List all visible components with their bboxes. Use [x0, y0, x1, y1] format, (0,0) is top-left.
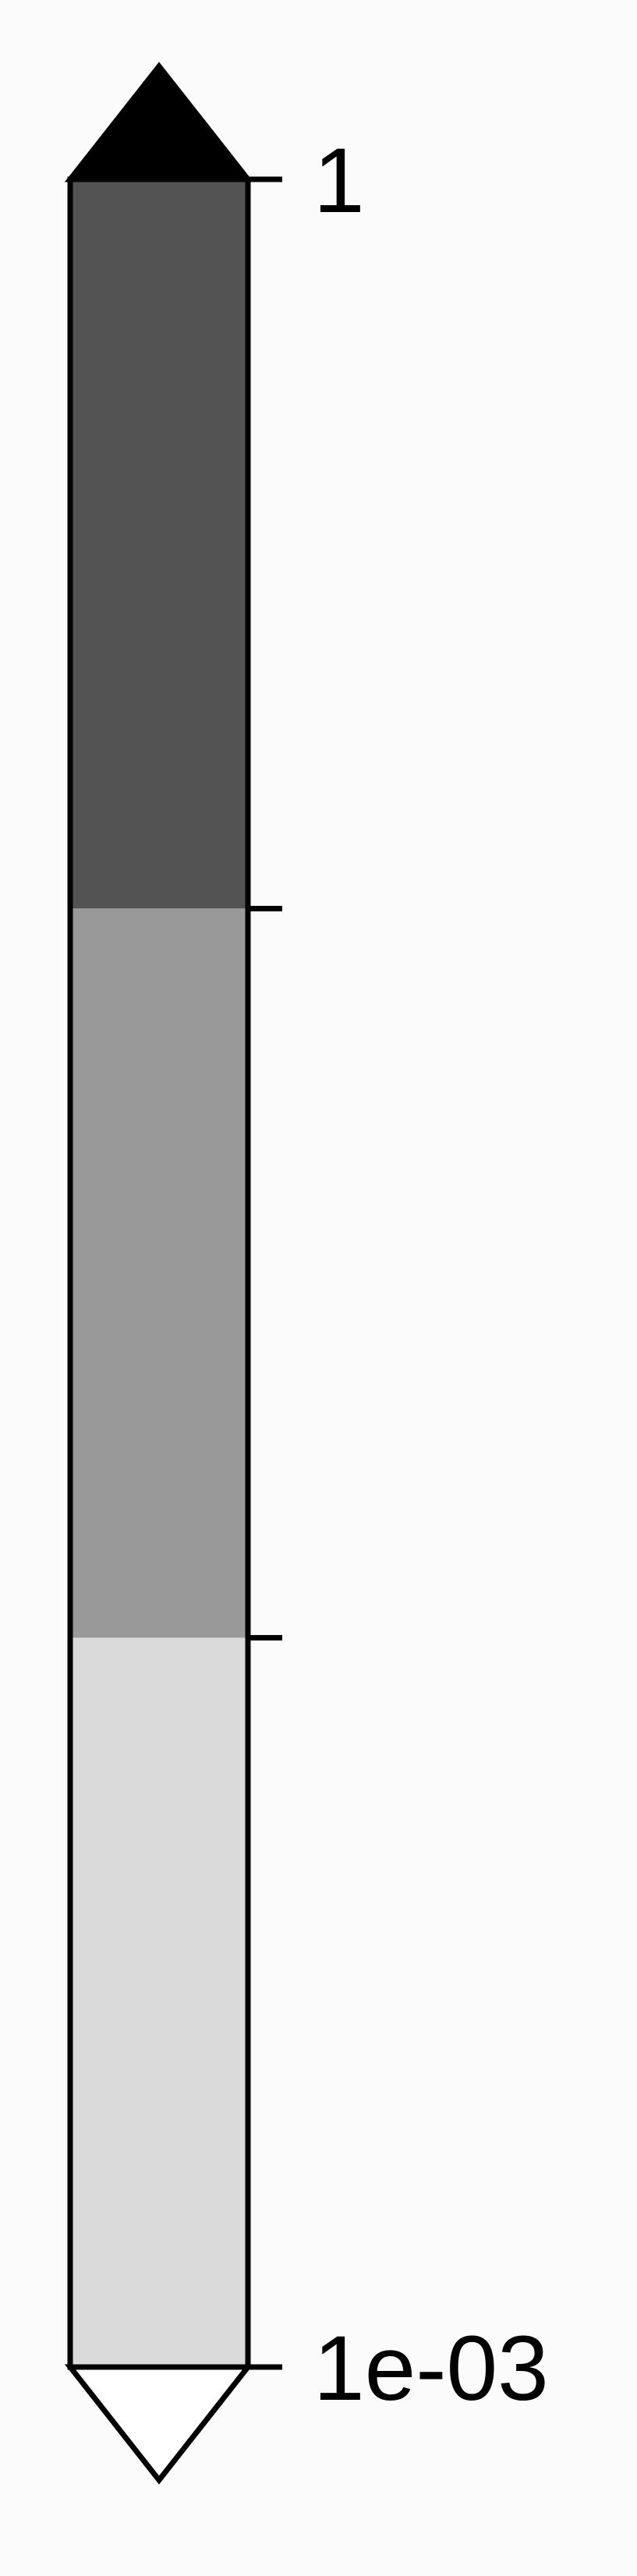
colorbar-bins [70, 179, 248, 2367]
colorbar-bin-1 [70, 908, 248, 1638]
colorbar-ticks: 1 1e-03 [248, 129, 549, 2420]
colorbar-extensions [64, 62, 254, 2485]
colorbar-bin-2 [70, 1637, 248, 2367]
colorbar-outline [67, 176, 251, 2370]
colorbar-bin-0 [70, 179, 248, 909]
tick-label-0: 1 [313, 129, 365, 232]
colorbar-frame [67, 176, 251, 2370]
tick-label-3: 1e-03 [313, 2317, 549, 2420]
